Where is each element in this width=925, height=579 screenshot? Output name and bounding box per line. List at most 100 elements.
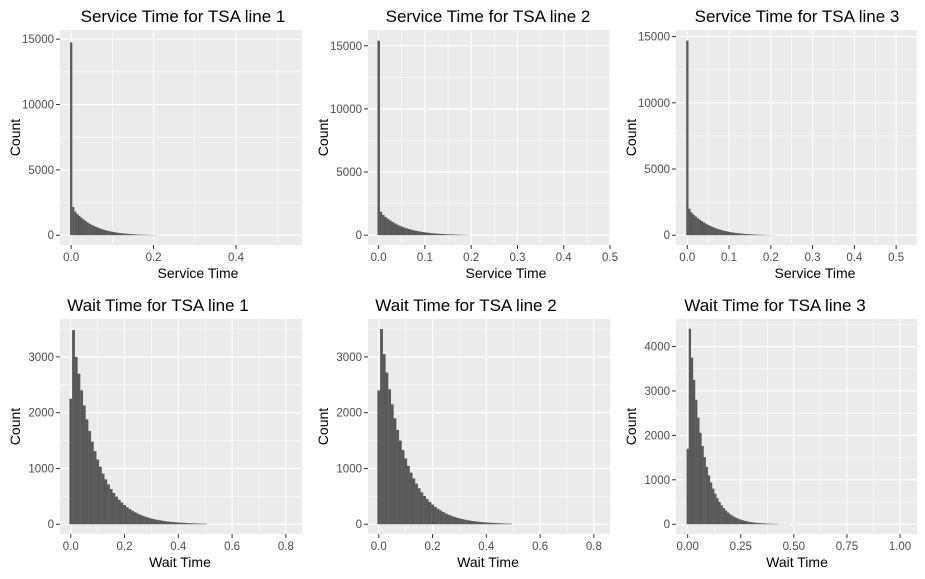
histogram-bar <box>84 220 87 236</box>
histogram-bar <box>763 523 766 525</box>
histogram-bar <box>692 379 696 525</box>
histogram-bar <box>686 40 689 236</box>
histogram-bar <box>451 234 454 236</box>
y-tick-label: 10000 <box>22 99 54 111</box>
histogram-bar <box>719 229 722 236</box>
histogram-bar <box>730 232 733 236</box>
histogram-bar <box>76 214 79 236</box>
histogram-bar <box>723 230 727 236</box>
histogram-bar <box>415 483 418 525</box>
y-tick-label: 3000 <box>644 386 670 398</box>
histogram-bar <box>455 517 459 525</box>
histogram-bar <box>709 225 712 236</box>
histogram-bar <box>705 223 708 236</box>
y-axis-title: Count <box>623 119 639 156</box>
histogram-bar <box>720 505 723 525</box>
histogram-bar <box>134 234 137 236</box>
histogram-bar <box>94 226 98 236</box>
histogram-bar <box>698 219 702 236</box>
histogram-bar <box>377 40 380 236</box>
histogram-bar <box>744 233 747 236</box>
histogram-bar <box>74 211 77 236</box>
histogram-bar <box>86 222 89 236</box>
histogram-bar <box>736 233 739 236</box>
histogram-bar <box>131 234 135 236</box>
histogram-bar <box>739 519 742 525</box>
histogram-bar <box>690 357 694 525</box>
histogram-bar <box>741 520 745 525</box>
x-tick-label: 0.4 <box>478 541 495 553</box>
histogram-bar <box>417 488 421 525</box>
histogram-bar <box>406 465 410 525</box>
histogram-bar <box>152 519 156 525</box>
histogram-bar <box>98 466 102 525</box>
x-tick-label: 0.0 <box>371 252 387 264</box>
histogram-bar <box>193 523 196 525</box>
histogram-bar <box>697 417 700 525</box>
histogram-bar <box>748 234 752 236</box>
histogram-bar <box>140 234 143 236</box>
histogram-bar <box>484 522 488 525</box>
histogram-bar <box>111 231 114 236</box>
histogram-bar <box>501 523 504 525</box>
histogram-bar <box>382 354 386 525</box>
histogram-bar <box>187 523 191 525</box>
histogram-bar <box>767 523 770 525</box>
histogram-bar <box>398 225 401 236</box>
histogram-bar <box>409 229 413 236</box>
x-tick-label: 0.0 <box>679 252 695 264</box>
histogram-bar <box>380 329 383 525</box>
chart-title: Service Time for TSA line 1 <box>81 7 286 26</box>
histogram-bar <box>453 234 457 236</box>
histogram-bar <box>738 233 741 236</box>
histogram-bar <box>726 512 730 525</box>
histogram-bar <box>728 231 731 236</box>
histogram-bar <box>386 218 390 236</box>
histogram-bar <box>750 234 754 236</box>
histogram-bar <box>433 506 437 525</box>
y-tick-label: 5000 <box>336 167 362 179</box>
histogram-bar <box>414 230 417 236</box>
histogram-bar <box>748 521 751 525</box>
plot-panel <box>60 30 302 245</box>
x-axis-title: Service Time <box>158 265 239 281</box>
histogram-bar <box>113 232 116 236</box>
histogram-bar <box>753 234 756 236</box>
histogram-bar <box>158 520 161 525</box>
histogram-bar <box>398 440 402 525</box>
histogram-bar <box>96 227 100 236</box>
x-tick-label: 0.4 <box>556 252 573 264</box>
histogram-bar <box>466 520 469 525</box>
histogram-bar <box>423 495 426 525</box>
histogram-bar <box>96 459 100 525</box>
histogram-bar <box>468 520 472 525</box>
y-tick-label: 0 <box>48 230 54 242</box>
histogram-bar <box>734 232 737 236</box>
x-tick-label: 0.2 <box>463 252 479 264</box>
y-tick-label: 0 <box>48 519 54 531</box>
histogram-bar <box>752 522 755 525</box>
x-tick-label: 0.0 <box>63 252 79 264</box>
histogram-bar <box>80 390 84 525</box>
histogram-bar <box>725 231 729 236</box>
histogram-bar <box>419 231 422 236</box>
plot-panel <box>676 30 917 245</box>
histogram-bar <box>714 493 717 525</box>
histogram-bar <box>123 233 126 236</box>
y-tick-label: 10000 <box>330 104 362 116</box>
histogram-bar <box>699 432 702 525</box>
y-tick-label: 0 <box>356 519 362 531</box>
chart-title: Wait Time for TSA line 2 <box>375 296 556 315</box>
histogram-bar <box>405 228 408 236</box>
y-tick-label: 4000 <box>644 342 670 354</box>
histogram-bar <box>125 233 128 236</box>
histogram-bar <box>388 389 392 525</box>
histogram-bar <box>717 229 720 236</box>
histogram-bar <box>750 522 753 525</box>
histogram-bar <box>449 234 452 236</box>
histogram-bar <box>109 231 112 236</box>
y-tick-label: 5000 <box>28 165 54 177</box>
histogram-bar <box>426 232 429 236</box>
histogram-bar <box>442 234 445 236</box>
